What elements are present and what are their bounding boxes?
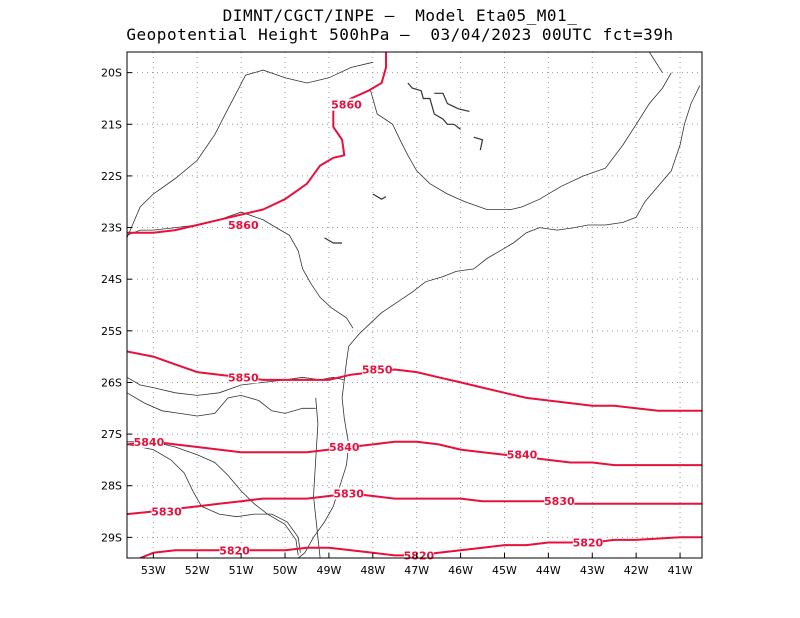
contour-label: 5840 — [507, 449, 538, 462]
lake-outline — [372, 193, 387, 200]
x-tick-label: 48W — [360, 564, 385, 577]
title-line-1: DIMNT/CGCT/INPE – Model Eta05_M01_ — [222, 6, 578, 25]
x-tick-label: 51W — [229, 564, 254, 577]
contours — [127, 52, 702, 558]
y-tick-label: 28S — [101, 480, 122, 493]
contour-label: 5820 — [573, 537, 604, 550]
y-tick-label: 29S — [101, 531, 122, 544]
lake-outline — [434, 92, 470, 112]
contour-label-bg — [572, 536, 603, 549]
contour-line-5840 — [127, 440, 702, 467]
coastline-boundaries — [127, 52, 701, 558]
boundary-line — [370, 72, 672, 210]
contour-line-5850 — [127, 350, 702, 412]
x-tick-label: 42W — [624, 564, 649, 577]
contour-label-bg — [331, 98, 362, 111]
title-line-2: Geopotential Height 500hPa – 03/04/2023 … — [126, 25, 674, 44]
y-tick-label: 26S — [101, 376, 122, 389]
boundary-line — [313, 397, 321, 558]
boundary-line — [127, 441, 299, 556]
x-tick-label: 41W — [668, 564, 693, 577]
contour-label: 5820 — [404, 549, 435, 562]
x-tick-label: 50W — [273, 564, 298, 577]
contour-label-bg — [133, 435, 164, 448]
boundary-line — [297, 346, 350, 558]
contour-label: 5820 — [219, 544, 250, 557]
contour-label: 5840 — [134, 436, 165, 449]
x-tick-label: 44W — [536, 564, 561, 577]
boundary-line — [127, 444, 301, 553]
contour-label: 5830 — [151, 506, 182, 519]
x-tick-label: 52W — [185, 564, 210, 577]
contour-label: 5830 — [544, 495, 575, 508]
boundary-line — [127, 61, 373, 239]
lake-outline — [473, 136, 484, 151]
y-tick-label: 25S — [101, 325, 122, 338]
x-tick-label: 47W — [404, 564, 429, 577]
y-tick-label: 22S — [101, 170, 122, 183]
y-tick-label: 24S — [101, 273, 122, 286]
lake-outline — [324, 237, 343, 244]
x-tick-label: 45W — [492, 564, 517, 577]
boundary-line — [127, 392, 316, 417]
boundary-line — [348, 85, 701, 347]
x-tick-label: 43W — [580, 564, 605, 577]
y-tick-label: 23S — [101, 222, 122, 235]
x-tick-label: 49W — [316, 564, 341, 577]
contour-label: 5860 — [228, 219, 259, 232]
contour-label: 5840 — [329, 441, 360, 454]
axis-ticks: 53W 52W 51W 50W 49W 48W 47W 46W 45W 44W 43W 42W 41W 2… — [101, 67, 693, 577]
contour-label-bg — [333, 487, 364, 500]
contour-label: 5860 — [331, 99, 362, 112]
contour-label-bg — [151, 505, 182, 518]
contour-label: 5850 — [362, 364, 393, 377]
contour-label: 5850 — [228, 371, 259, 384]
contour-label-bg — [329, 440, 360, 453]
contour-label-bg — [228, 371, 259, 384]
contour-label-bg — [219, 544, 250, 557]
boundary-line — [127, 211, 354, 329]
x-tick-label: 46W — [448, 564, 473, 577]
contour-line-5860 — [127, 52, 387, 234]
contour-label: 5830 — [333, 487, 364, 500]
contour-label-bg — [362, 363, 393, 376]
contour-label-bg — [228, 218, 259, 231]
gridlines — [127, 52, 702, 558]
contour-label-bg — [544, 495, 575, 508]
y-tick-label: 21S — [101, 118, 122, 131]
x-tick-label: 53W — [141, 564, 166, 577]
contour-line-5830 — [127, 492, 702, 516]
boundary-line — [648, 52, 663, 73]
contour-label-bg — [507, 448, 538, 461]
lake-outline — [407, 82, 461, 130]
plot-frame — [126, 51, 703, 559]
y-tick-label: 27S — [101, 428, 122, 441]
contour-labels: 5860 5860 5850 5850 5840 5840 5840 5830 5830 5830… — [133, 98, 604, 562]
y-tick-label: 20S — [101, 67, 122, 80]
